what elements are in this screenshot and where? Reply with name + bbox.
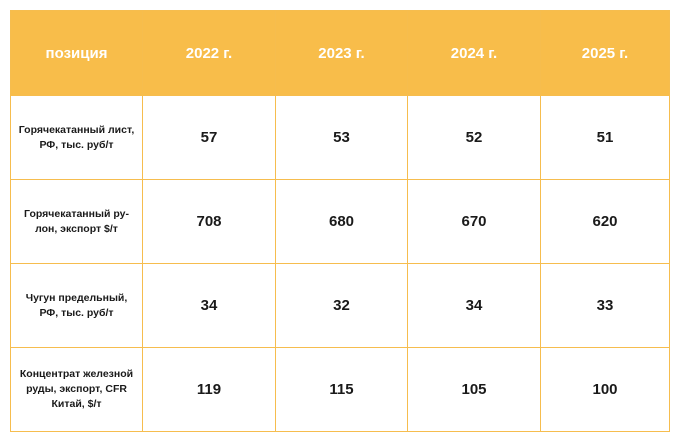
label-line: РФ, тыс. руб/т (39, 306, 114, 319)
price-forecast-table-wrapper: позиция 2022 г. 2023 г. 2024 г. 2025 г. … (10, 10, 670, 432)
cell-value: 680 (275, 179, 408, 264)
row-label-hot-rolled-sheet: Горячекатанный лист, РФ, тыс. руб/т (10, 95, 143, 180)
label-line: Горячекатанный ру- (24, 207, 129, 220)
cell-value: 670 (407, 179, 541, 264)
label-line: лон, экспорт $/т (35, 222, 118, 235)
label-line: Китай, $/т (51, 398, 102, 410)
header-year-2024: 2024 г. (407, 10, 541, 96)
label-line: Чугун предельный, (25, 291, 128, 304)
header-position: позиция (10, 10, 143, 96)
cell-value: 51 (540, 95, 670, 180)
table-header-row: позиция 2022 г. 2023 г. 2024 г. 2025 г. (10, 10, 670, 96)
cell-value: 32 (275, 263, 408, 348)
row-label-iron-ore-concentrate: Концентрат железной руды, экспорт, CFR К… (10, 347, 143, 432)
table-row: Чугун предельный, РФ, тыс. руб/т 34 32 3… (10, 263, 670, 348)
cell-value: 52 (407, 95, 541, 180)
cell-value: 708 (142, 179, 276, 264)
cell-value: 105 (407, 347, 541, 432)
table-row: Горячекатанный ру- лон, экспорт $/т 708 … (10, 179, 670, 264)
label-line: руды, экспорт, CFR (26, 383, 127, 395)
table-row: Концентрат железной руды, экспорт, CFR К… (10, 347, 670, 432)
cell-value: 34 (142, 263, 276, 348)
cell-value: 100 (540, 347, 670, 432)
table-row: Горячекатанный лист, РФ, тыс. руб/т 57 5… (10, 95, 670, 180)
cell-value: 34 (407, 263, 541, 348)
cell-value: 33 (540, 263, 670, 348)
label-line: Горячекатанный лист, (18, 123, 135, 136)
row-label-pig-iron: Чугун предельный, РФ, тыс. руб/т (10, 263, 143, 348)
label-line: Концентрат железной (19, 368, 134, 380)
label-line: РФ, тыс. руб/т (39, 138, 114, 151)
header-year-2022: 2022 г. (142, 10, 276, 96)
header-year-2023: 2023 г. (275, 10, 408, 96)
cell-value: 57 (142, 95, 276, 180)
cell-value: 53 (275, 95, 408, 180)
cell-value: 115 (275, 347, 408, 432)
price-forecast-table: позиция 2022 г. 2023 г. 2024 г. 2025 г. … (10, 10, 670, 432)
header-year-2025: 2025 г. (540, 10, 670, 96)
cell-value: 119 (142, 347, 276, 432)
cell-value: 620 (540, 179, 670, 264)
row-label-hot-rolled-coil: Горячекатанный ру- лон, экспорт $/т (10, 179, 143, 264)
